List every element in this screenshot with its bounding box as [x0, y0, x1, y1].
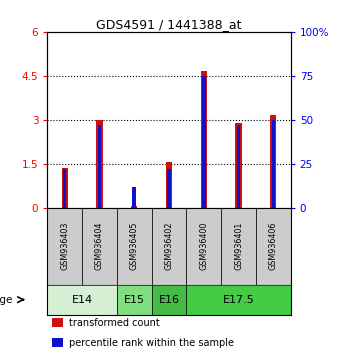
Text: E17.5: E17.5	[223, 295, 255, 305]
Bar	[271, 120, 275, 208]
Text: GSM936403: GSM936403	[60, 222, 69, 270]
Text: E14: E14	[72, 295, 93, 305]
Bar	[52, 318, 63, 327]
Text: transformed count: transformed count	[69, 318, 160, 327]
Bar	[202, 76, 206, 208]
Bar	[52, 338, 63, 347]
Bar	[201, 72, 207, 208]
Bar	[270, 115, 276, 208]
Bar	[152, 285, 186, 315]
Bar	[186, 285, 291, 315]
Text: percentile rank within the sample: percentile rank within the sample	[69, 338, 234, 348]
Bar	[131, 206, 137, 208]
Bar	[235, 123, 242, 208]
Bar	[117, 285, 152, 315]
Bar	[221, 208, 256, 285]
Bar	[47, 285, 117, 315]
Bar	[167, 169, 171, 208]
Bar	[62, 168, 68, 208]
Bar	[98, 125, 101, 208]
Title: GDS4591 / 1441388_at: GDS4591 / 1441388_at	[96, 18, 242, 31]
Bar	[63, 169, 67, 208]
Bar	[256, 208, 291, 285]
Bar	[152, 208, 186, 285]
Bar	[132, 187, 136, 208]
Bar	[47, 208, 82, 285]
Text: GSM936401: GSM936401	[234, 222, 243, 270]
Text: GSM936406: GSM936406	[269, 222, 278, 270]
Bar	[82, 208, 117, 285]
Bar	[96, 120, 103, 208]
Text: age: age	[0, 295, 13, 305]
Bar	[237, 125, 240, 208]
Bar	[186, 208, 221, 285]
Text: GSM936405: GSM936405	[130, 222, 139, 270]
Text: GSM936400: GSM936400	[199, 222, 208, 270]
Text: E16: E16	[159, 295, 179, 305]
Text: GSM936402: GSM936402	[165, 222, 173, 270]
Bar	[166, 162, 172, 208]
Text: E15: E15	[124, 295, 145, 305]
Text: GSM936404: GSM936404	[95, 222, 104, 270]
Bar	[117, 208, 152, 285]
